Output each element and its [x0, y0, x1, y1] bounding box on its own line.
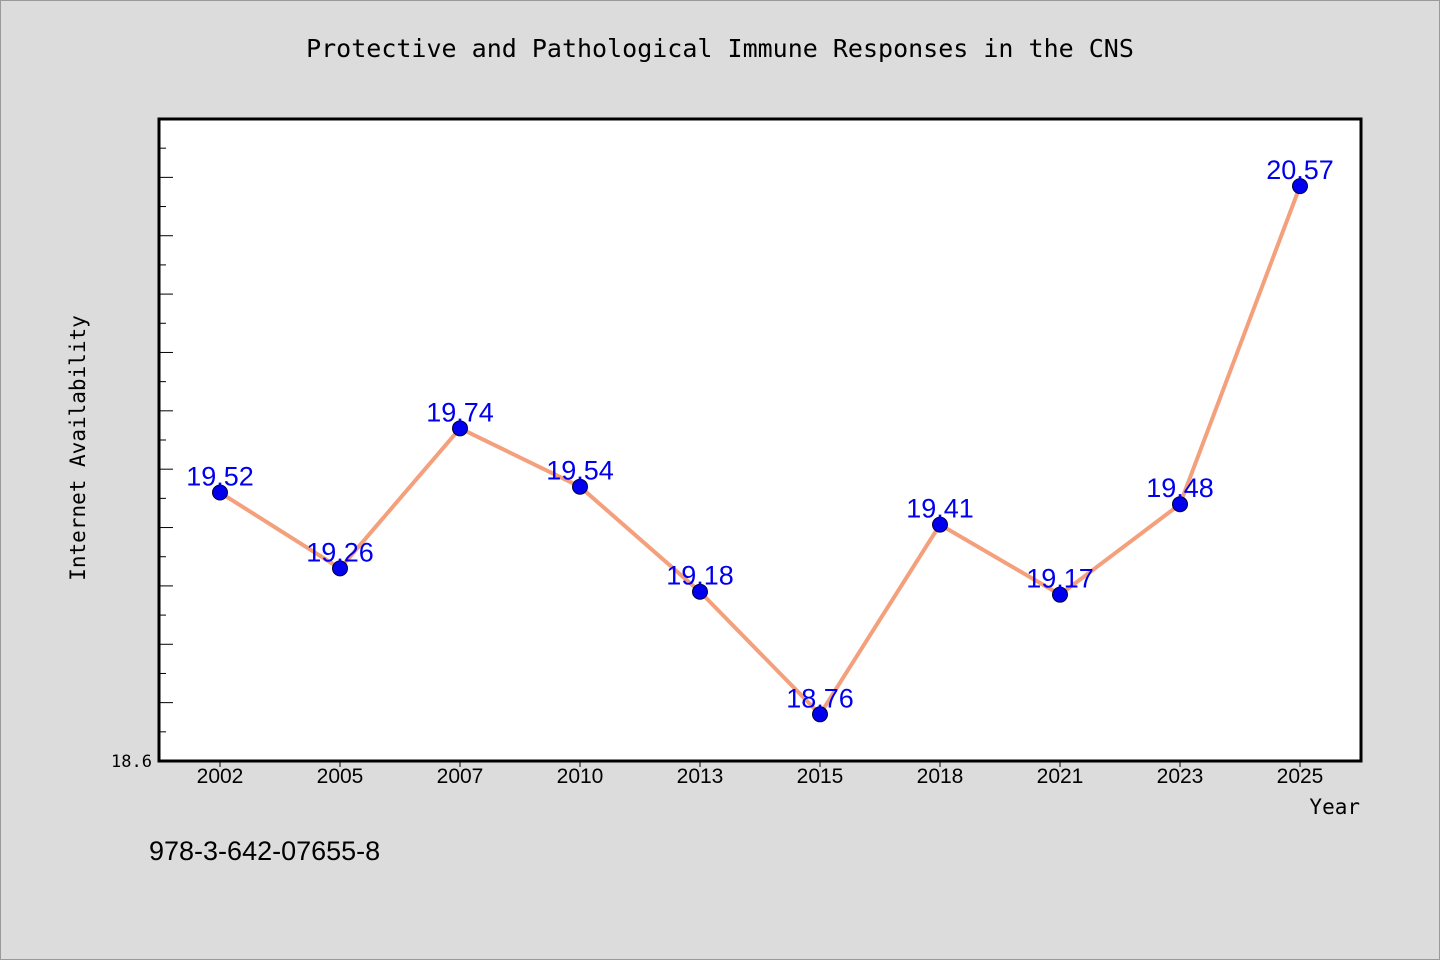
data-point [1172, 496, 1188, 513]
data-point [212, 484, 228, 501]
x-tick-label: 2023 [1157, 765, 1204, 788]
data-label: 19.41 [906, 494, 974, 524]
x-tick-label: 2025 [1277, 765, 1324, 788]
data-label: 18.76 [786, 683, 854, 713]
data-label: 19.74 [426, 397, 494, 427]
data-label: 19.26 [306, 537, 374, 567]
x-axis-tick-labels: 2002 2005 2007 2010 2013 2015 2018 2021 2023 2025 [197, 765, 1324, 788]
y-axis-tick-labels: 18.6 [111, 752, 152, 772]
data-label: 19.48 [1146, 473, 1214, 503]
data-point [332, 560, 348, 577]
x-tick-label: 2007 [437, 765, 484, 788]
x-tick-label: 2015 [797, 765, 844, 788]
data-label: 19.52 [186, 462, 254, 492]
data-labels: 19.52 19.26 19.74 19.54 19.18 18.76 19.41 19.17… [186, 155, 1334, 713]
x-axis-ticks [219, 761, 1301, 767]
data-label: 19.54 [546, 456, 614, 486]
x-tick-label: 2018 [917, 765, 964, 788]
chart-title: Protective and Pathological Immune Respo… [306, 34, 1134, 63]
series-line [218, 185, 1302, 717]
data-point [692, 583, 708, 600]
data-point [812, 706, 828, 723]
data-point [1052, 586, 1068, 603]
series-markers [212, 178, 1308, 723]
isbn-text: 978-3-642-07655-8 [149, 836, 381, 866]
y-tick-label: 18.6 [111, 752, 152, 772]
x-tick-label: 2002 [197, 765, 244, 788]
data-label: 19.18 [666, 561, 734, 591]
series-line-group [218, 185, 1302, 717]
data-point [1292, 178, 1308, 195]
y-axis-label: Internet Availability [66, 315, 90, 581]
y-axis-ticks [159, 147, 173, 733]
x-tick-label: 2013 [677, 765, 724, 788]
data-point [572, 478, 588, 495]
x-tick-label: 2021 [1037, 765, 1084, 788]
data-label: 20.57 [1266, 155, 1334, 185]
data-point [932, 516, 948, 533]
data-point [452, 420, 468, 437]
x-axis-label: Year [1309, 795, 1360, 819]
plot-area [157, 117, 1363, 763]
x-tick-label: 2005 [317, 765, 364, 788]
data-label: 19.17 [1026, 564, 1094, 594]
x-tick-label: 2010 [557, 765, 604, 788]
